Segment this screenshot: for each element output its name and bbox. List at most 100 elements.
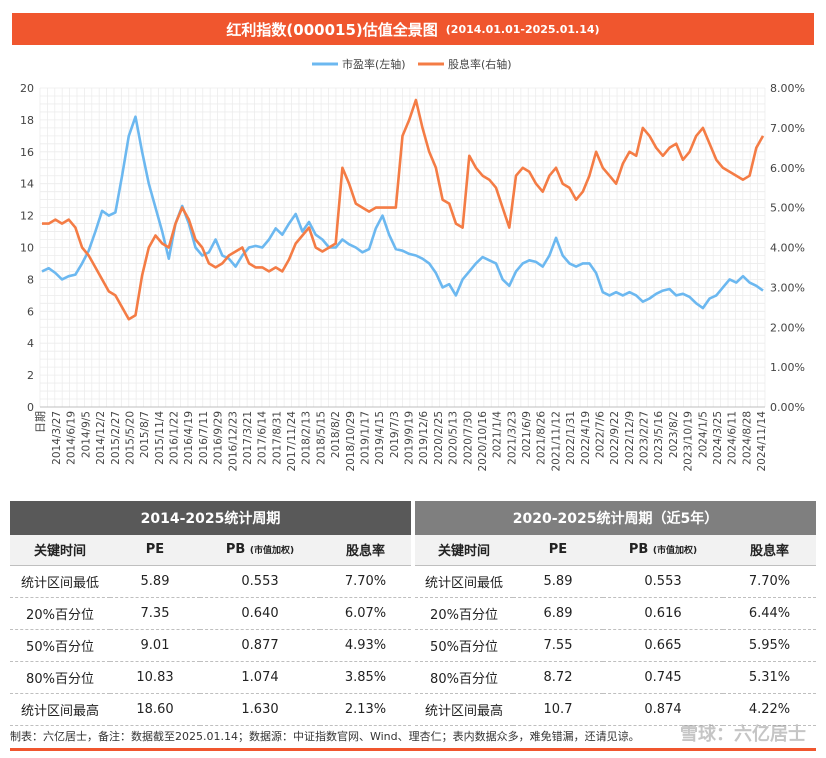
row-label: 统计区间最低: [10, 565, 110, 598]
y-right-tick-label: 2.00%: [770, 321, 805, 334]
series-line-pe: [41, 115, 764, 310]
pb-cell: 0.553: [200, 565, 320, 598]
x-tick-label: 2023/5/16: [653, 411, 665, 465]
x-tick-label: 2018/10/29: [345, 411, 357, 472]
y-right-tick-label: 3.00%: [770, 281, 805, 294]
pe-cell: 7.35: [110, 597, 200, 630]
y-left-tick-label: 4: [27, 337, 34, 350]
x-tick-label: 2022/12/9: [624, 411, 636, 465]
footer-note: 制表：六亿居士，备注：数据截至2025.01.14；数据源：中证指数官网、Win…: [10, 730, 640, 743]
pe-cell-right: 10.7: [513, 693, 603, 726]
x-tick-label: 2023/10/19: [683, 411, 695, 472]
x-tick-label: 2015/5/20: [124, 411, 136, 465]
y-left-tick-label: 12: [20, 210, 34, 223]
x-tick-label: 2017/8/31: [271, 411, 283, 465]
header-pb: PB (市值加权): [200, 535, 320, 566]
x-tick-label: 2019/12/6: [418, 411, 430, 465]
table-row: 统计区间最高 18.60 1.630 2.13% 统计区间最高 10.7 0.874 4.22…: [10, 693, 816, 726]
y-left-tick-label: 18: [20, 114, 34, 127]
y-left-tick-label: 8: [27, 273, 34, 286]
header-dy-right: 股息率: [723, 535, 816, 566]
header-key-time: 关键时间: [10, 535, 110, 566]
y-left-tick-label: 14: [20, 178, 34, 191]
x-tick-label: 2022/9/22: [609, 411, 621, 465]
header-dy: 股息率: [320, 535, 413, 566]
row-label: 50%百分位: [10, 629, 110, 662]
y-right-tick-label: 1.00%: [770, 361, 805, 374]
dy-cell: 3.85%: [320, 661, 413, 694]
y-left-tick-label: 6: [27, 305, 34, 318]
row-label-right: 统计区间最低: [411, 565, 513, 598]
x-tick-label: 2014/3/27: [51, 411, 63, 465]
pe-cell-right: 6.89: [513, 597, 603, 630]
pb-cell-right: 0.874: [603, 693, 723, 726]
header-pb-note: (市值加权): [249, 546, 295, 557]
x-tick-label: 2020/7/30: [462, 411, 474, 465]
x-tick-label: 2017/11/24: [286, 411, 298, 472]
x-tick-label: 2020/5/13: [448, 411, 460, 465]
stats-table-wrap: 2014-2025统计周期 2020-2025统计周期（近5年） 关键时间 PE…: [10, 501, 816, 726]
series-line-dividend-yield: [42, 98, 765, 321]
dy-cell-right: 6.44%: [723, 597, 816, 630]
header-pb-label-right: PB: [628, 542, 649, 558]
stats-table: 关键时间 PE PB (市值加权) 股息率 关键时间 PE PB (市值加权) …: [10, 535, 816, 726]
table-header-row: 关键时间 PE PB (市值加权) 股息率 关键时间 PE PB (市值加权) …: [10, 535, 816, 566]
row-label-right: 20%百分位: [411, 597, 513, 630]
y-left-tick-label: 2: [27, 369, 34, 382]
y-right-tick-label: 6.00%: [770, 162, 805, 175]
header-pb-label: PB: [225, 542, 246, 558]
pe-cell: 10.83: [110, 661, 200, 694]
x-tick-label: 2018/8/2: [330, 411, 342, 458]
row-label: 80%百分位: [10, 661, 110, 694]
y-right-tick-label: 4.00%: [770, 242, 805, 255]
x-tick-label: 2023/2/27: [639, 411, 651, 465]
table-row: 80%百分位 10.83 1.074 3.85% 80%百分位 8.72 0.745 5.31…: [10, 661, 816, 694]
header-pe: PE: [110, 535, 200, 566]
row-label: 统计区间最高: [10, 693, 110, 726]
title-bar: 红利指数(000015)估值全景图 (2014.01.01-2025.01.14…: [12, 13, 814, 45]
pb-cell: 0.640: [200, 597, 320, 630]
period-right-label: 2020-2025统计周期（近5年）: [415, 501, 816, 535]
x-tick-label: 2017/6/14: [257, 411, 269, 465]
x-tick-label: 2021/1/4: [492, 411, 504, 458]
table-body: 统计区间最低 5.89 0.553 7.70% 统计区间最低 5.89 0.553 7.70%…: [10, 565, 816, 726]
valuation-chart: 0 2 4 6 8 10 12 14 16 18 20 0.00% 1.00% 2.00% 3.00% 4.0…: [20, 57, 805, 472]
dy-cell: 6.07%: [320, 597, 413, 630]
x-tick-label: 2019/4/15: [374, 411, 386, 465]
chart-date-range: (2014.01.01-2025.01.14): [445, 22, 600, 36]
x-tick-label: 2022/1/31: [565, 411, 577, 465]
x-tick-label: 2014/12/2: [95, 411, 107, 465]
row-label-right: 50%百分位: [411, 629, 513, 662]
footer-accent-bar: [10, 748, 816, 751]
x-tick-label: 2018/5/15: [315, 411, 327, 465]
x-tick-label: 2019/1/17: [359, 411, 371, 465]
y-right-tick-label: 0.00%: [770, 401, 805, 414]
y-left-tick-label: 10: [20, 242, 34, 255]
x-axis-label: 日期: [34, 411, 47, 433]
x-tick-label: 2015/8/7: [139, 411, 151, 458]
pe-cell: 5.89: [110, 565, 200, 598]
pb-cell-right: 0.553: [603, 565, 723, 598]
y-right-tick-label: 7.00%: [770, 122, 805, 135]
chart-title: 红利指数(000015)估值全景图: [226, 20, 438, 39]
row-label-right: 80%百分位: [411, 661, 513, 694]
table-row: 统计区间最低 5.89 0.553 7.70% 统计区间最低 5.89 0.553 7.70%: [10, 565, 816, 598]
y-right-tick-label: 5.00%: [770, 202, 805, 215]
table-row: 20%百分位 7.35 0.640 6.07% 20%百分位 6.89 0.616 6.44%: [10, 597, 816, 630]
x-tick-label: 2022/4/19: [580, 411, 592, 465]
pe-cell-right: 7.55: [513, 629, 603, 662]
x-tick-label: 2016/12/23: [227, 411, 239, 472]
header-key-time-right: 关键时间: [411, 535, 513, 566]
x-tick-label: 2014/9/5: [80, 411, 92, 458]
pe-cell: 9.01: [110, 629, 200, 662]
x-tick-label: 2024/3/25: [712, 411, 724, 465]
dy-cell: 7.70%: [320, 565, 413, 598]
x-tick-label: 2016/7/11: [198, 411, 210, 465]
x-tick-label: 2017/3/21: [242, 411, 254, 465]
pb-cell: 1.074: [200, 661, 320, 694]
x-tick-label: 2016/1/22: [169, 411, 181, 465]
pb-cell: 0.877: [200, 629, 320, 662]
x-tick-label: 2016/9/29: [213, 411, 225, 465]
dy-cell-right: 7.70%: [723, 565, 816, 598]
